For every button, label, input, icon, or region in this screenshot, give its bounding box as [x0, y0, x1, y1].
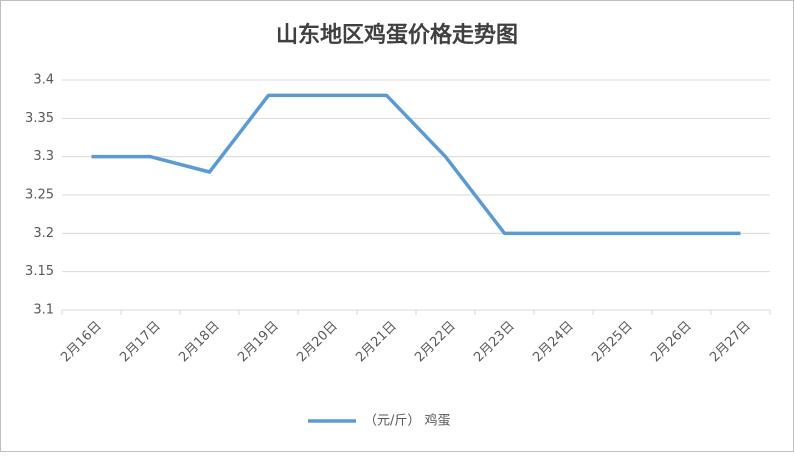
- y-tick-label: 3.15: [25, 264, 54, 279]
- y-tick-label: 3.2: [33, 226, 54, 241]
- y-tick-label: 3.4: [33, 73, 54, 88]
- y-tick-label: 3.35: [25, 111, 54, 126]
- y-tick-label: 3.25: [25, 188, 54, 203]
- y-tick-label: 3.3: [33, 149, 54, 164]
- y-tick-label: 3.1: [33, 303, 54, 318]
- series-line: [91, 93, 741, 236]
- chart-title: 山东地区鸡蛋价格走势图: [276, 22, 518, 48]
- legend-label: （元/斤） 鸡蛋: [364, 413, 451, 429]
